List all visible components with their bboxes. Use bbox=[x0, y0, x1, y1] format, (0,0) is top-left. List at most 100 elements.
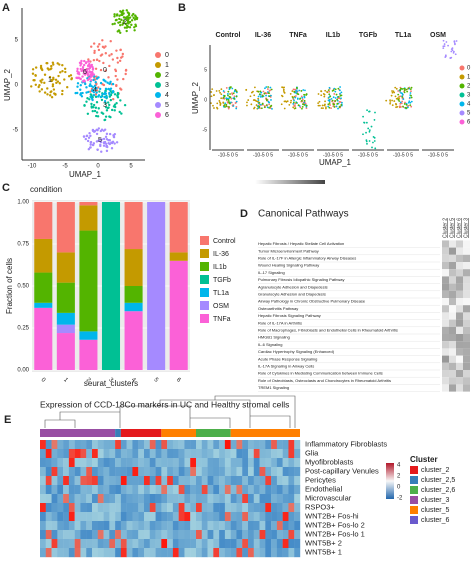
umap-point bbox=[85, 100, 88, 103]
heatmap-cell bbox=[213, 494, 220, 504]
dendrogram bbox=[44, 395, 296, 428]
heatmap-cell bbox=[126, 521, 133, 531]
heatmap-cell bbox=[63, 485, 70, 495]
heatmap-cell bbox=[294, 458, 301, 468]
umap-point bbox=[79, 77, 82, 81]
heatmap-cell bbox=[120, 440, 127, 450]
bar-segment bbox=[56, 252, 75, 283]
label: Airway Pathology in Chronic Obstructive … bbox=[258, 299, 366, 304]
heatmap-cell bbox=[184, 476, 191, 486]
umap-point bbox=[104, 115, 108, 118]
umap-point bbox=[295, 91, 297, 94]
umap-point bbox=[85, 134, 89, 138]
umap-point bbox=[88, 98, 91, 101]
heatmap-cell bbox=[126, 530, 133, 540]
umap-point bbox=[339, 94, 342, 97]
label: seurat_clusters bbox=[84, 379, 138, 388]
heatmap-cell bbox=[51, 503, 58, 513]
umap-point bbox=[249, 95, 252, 98]
heatmap-cell bbox=[236, 539, 243, 549]
umap-point bbox=[103, 140, 107, 144]
umap-point bbox=[247, 99, 250, 101]
legend-swatch bbox=[410, 496, 418, 504]
umap-point bbox=[87, 136, 91, 139]
umap-point bbox=[395, 87, 398, 90]
heatmap-cell bbox=[80, 467, 87, 477]
umap-point bbox=[40, 88, 44, 91]
heatmap-cell bbox=[144, 467, 150, 477]
umap-point bbox=[63, 67, 67, 71]
heatmap-cell bbox=[172, 503, 179, 513]
heatmap-cell bbox=[86, 530, 93, 540]
label: 6 bbox=[467, 120, 471, 126]
umap-point bbox=[46, 62, 49, 65]
label: RSPO3+ bbox=[305, 502, 335, 511]
heatmap-cell bbox=[242, 458, 249, 468]
label: 0 bbox=[15, 83, 19, 89]
heatmap-cell bbox=[97, 485, 104, 495]
umap-point bbox=[81, 65, 85, 69]
pathway-cell bbox=[449, 254, 456, 262]
heatmap-cell bbox=[230, 485, 237, 495]
umap-point bbox=[91, 88, 94, 92]
heatmap-cell bbox=[74, 485, 81, 495]
umap-point bbox=[83, 104, 86, 107]
umap-point bbox=[324, 100, 326, 103]
umap-point bbox=[370, 125, 373, 128]
label: C bbox=[2, 182, 10, 194]
umap-point bbox=[295, 89, 297, 92]
heatmap-cell bbox=[109, 449, 116, 459]
label: UMAP_2 bbox=[3, 68, 12, 101]
umap-point bbox=[114, 74, 117, 78]
umap-point bbox=[55, 81, 58, 85]
umap-point bbox=[46, 67, 49, 70]
umap-point bbox=[267, 86, 270, 88]
heatmap-cell bbox=[219, 539, 226, 549]
heatmap-cell bbox=[109, 494, 116, 504]
heatmap-cell bbox=[51, 476, 58, 486]
umap-point bbox=[78, 61, 82, 65]
heatmap-cell bbox=[184, 458, 191, 468]
heatmap-cell bbox=[276, 440, 283, 450]
umap-point bbox=[120, 88, 123, 91]
umap-point bbox=[256, 100, 259, 103]
heatmap-cell bbox=[144, 449, 150, 459]
heatmap-cell bbox=[242, 476, 249, 486]
umap-point bbox=[99, 143, 102, 147]
heatmap-cell bbox=[74, 503, 81, 513]
heatmap-cell bbox=[115, 485, 122, 495]
umap-point bbox=[340, 104, 343, 106]
heatmap-cell bbox=[45, 548, 52, 558]
label: 1 bbox=[62, 377, 69, 384]
heatmap-cell bbox=[167, 512, 174, 522]
heatmap-cell bbox=[190, 530, 197, 540]
umap-point bbox=[90, 45, 93, 48]
heatmap-cell bbox=[294, 503, 301, 513]
umap-point bbox=[210, 95, 213, 98]
umap-point bbox=[83, 59, 86, 63]
umap-point bbox=[252, 90, 254, 93]
pathway-cell bbox=[449, 240, 456, 248]
label: Control bbox=[216, 32, 241, 39]
umap-point bbox=[118, 59, 122, 63]
umap-point bbox=[407, 87, 410, 90]
heatmap-cell bbox=[40, 458, 46, 468]
heatmap-cell bbox=[178, 467, 185, 477]
umap-point bbox=[100, 95, 103, 99]
umap-point bbox=[406, 106, 409, 109]
label: -10-5 0 5 bbox=[218, 152, 238, 158]
pathway-cell bbox=[449, 305, 456, 313]
heatmap-cell bbox=[224, 440, 231, 450]
pathway-cell bbox=[442, 305, 449, 313]
heatmap-cell bbox=[57, 440, 64, 450]
heatmap-cell bbox=[242, 440, 249, 450]
heatmap-cell bbox=[259, 485, 266, 495]
umap-point bbox=[127, 22, 130, 25]
heatmap-cell bbox=[207, 539, 214, 549]
umap-point bbox=[218, 89, 221, 92]
umap-point bbox=[50, 96, 54, 99]
heatmap-cell bbox=[97, 548, 104, 558]
umap-point bbox=[122, 21, 125, 25]
heatmap-cell bbox=[97, 449, 104, 459]
heatmap-cell bbox=[109, 485, 116, 495]
